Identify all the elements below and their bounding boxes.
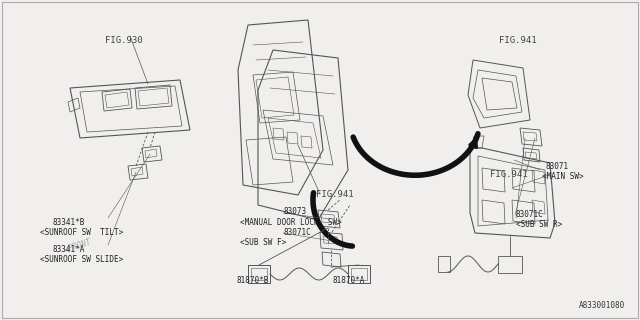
Text: <SUNROOF SW SLIDE>: <SUNROOF SW SLIDE> bbox=[40, 255, 124, 264]
Text: 81870*B: 81870*B bbox=[236, 276, 268, 285]
Text: 83071C: 83071C bbox=[283, 228, 311, 237]
Text: FIG.941: FIG.941 bbox=[499, 36, 536, 45]
Text: 83073: 83073 bbox=[283, 207, 306, 216]
Text: FIG.941: FIG.941 bbox=[490, 170, 527, 179]
Text: <SUB SW R>: <SUB SW R> bbox=[516, 220, 563, 229]
Text: 83341*B: 83341*B bbox=[52, 218, 84, 227]
Text: 81870*A: 81870*A bbox=[332, 276, 364, 285]
Text: <MANUAL DOOR LOCK  SW>: <MANUAL DOOR LOCK SW> bbox=[240, 218, 342, 227]
Text: A833001080: A833001080 bbox=[579, 301, 625, 310]
Text: FIG.930: FIG.930 bbox=[105, 36, 143, 45]
Text: ⟵FRONT: ⟵FRONT bbox=[63, 238, 93, 255]
Text: <MAIN SW>: <MAIN SW> bbox=[542, 172, 584, 181]
Text: <SUNROOF SW  TILT>: <SUNROOF SW TILT> bbox=[40, 228, 124, 237]
Text: 83341*A: 83341*A bbox=[52, 245, 84, 254]
Text: 83071: 83071 bbox=[545, 162, 568, 171]
Text: <SUB SW F>: <SUB SW F> bbox=[240, 238, 286, 247]
Text: 83071C: 83071C bbox=[516, 210, 544, 219]
Text: FIG.941: FIG.941 bbox=[316, 190, 354, 199]
